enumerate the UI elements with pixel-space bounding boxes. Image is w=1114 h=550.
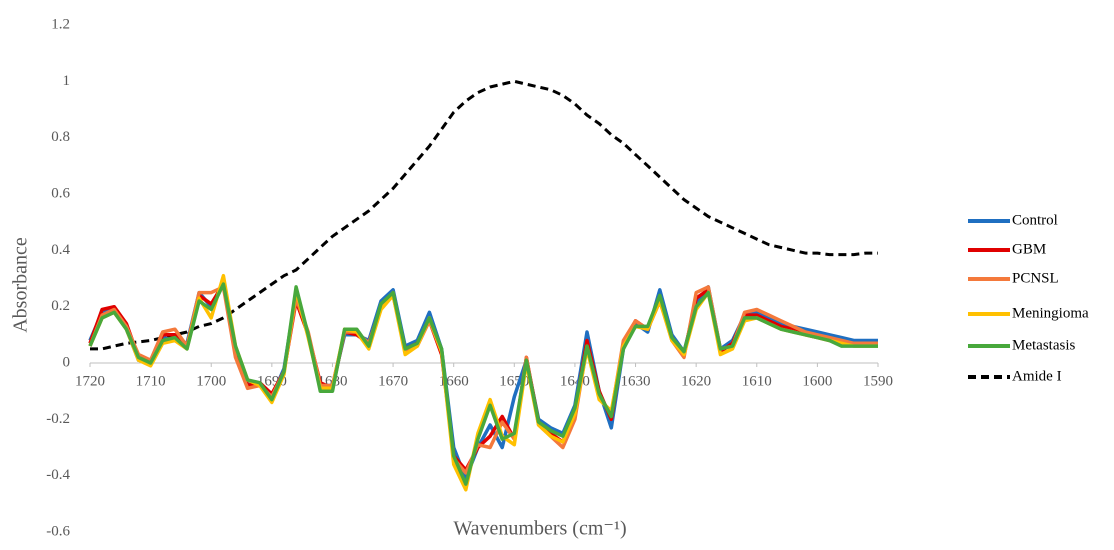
y-axis-title: Absorbance bbox=[10, 237, 32, 333]
legend-label: Meningioma bbox=[1012, 305, 1089, 321]
x-tick-label: 1630 bbox=[621, 373, 651, 389]
legend-label: Amide I bbox=[1012, 368, 1062, 384]
x-tick-label: 1610 bbox=[742, 373, 772, 389]
series-line bbox=[88, 273, 878, 492]
series-line bbox=[90, 79, 878, 351]
x-tick-label: 1600 bbox=[802, 373, 832, 389]
x-tick-label: 1710 bbox=[136, 373, 166, 389]
x-tick-label: 1720 bbox=[75, 373, 105, 389]
y-tick-label: 0 bbox=[63, 354, 71, 370]
y-tick-label: -0.4 bbox=[46, 467, 70, 483]
legend-label: PCNSL bbox=[1012, 270, 1059, 286]
x-tick-label: 1640 bbox=[560, 373, 590, 389]
legend-label: Control bbox=[1012, 212, 1058, 228]
legend-label: Metastasis bbox=[1012, 337, 1075, 353]
y-tick-label: -0.6 bbox=[46, 523, 70, 539]
legend-label: GBM bbox=[1012, 241, 1046, 257]
y-tick-label: -0.2 bbox=[46, 411, 70, 427]
y-tick-label: 1.2 bbox=[51, 16, 70, 32]
x-tick-label: 1590 bbox=[863, 373, 893, 389]
y-tick-label: 1 bbox=[63, 73, 71, 89]
x-tick-label: 1620 bbox=[681, 373, 711, 389]
y-tick-label: 0.4 bbox=[51, 242, 70, 258]
y-tick-label: 0.8 bbox=[51, 129, 70, 145]
x-tick-label: 1700 bbox=[196, 373, 226, 389]
y-tick-label: 0.2 bbox=[51, 298, 70, 314]
series-line bbox=[88, 282, 878, 486]
x-axis-title: Wavenumbers (cm⁻¹) bbox=[453, 518, 626, 540]
y-tick-label: 0.6 bbox=[51, 185, 70, 201]
x-tick-label: 1670 bbox=[378, 373, 408, 389]
